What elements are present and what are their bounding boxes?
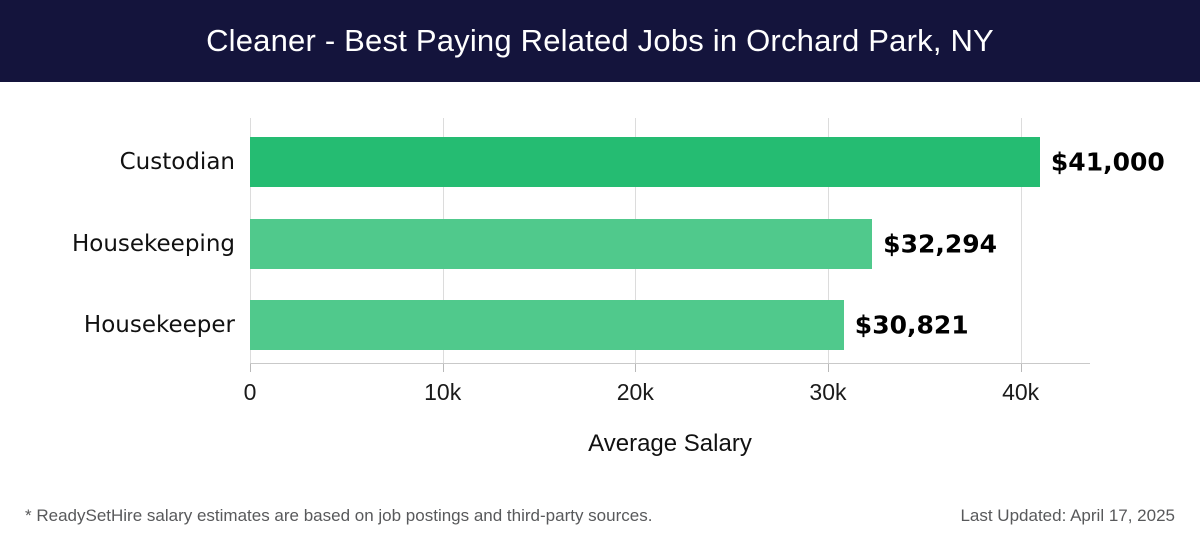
bar-housekeeper bbox=[250, 300, 844, 350]
category-label: Housekeeping bbox=[71, 230, 235, 257]
category-label: Custodian bbox=[119, 149, 235, 175]
bar-value-label: $41,000 bbox=[1050, 147, 1165, 177]
chart-title: Cleaner - Best Paying Related Jobs in Or… bbox=[206, 23, 994, 58]
x-tick-label: 10k bbox=[424, 379, 462, 405]
x-axis-title: Average Salary bbox=[588, 430, 752, 457]
bar-custodian bbox=[250, 137, 1040, 187]
bar-housekeeping bbox=[250, 218, 873, 269]
x-tick-mark bbox=[827, 364, 829, 372]
footer-last-updated: Last Updated: April 17, 2025 bbox=[960, 506, 1175, 525]
footer-disclaimer: * ReadySetHire salary estimates are base… bbox=[25, 506, 653, 525]
header-banner: Cleaner - Best Paying Related Jobs in Or… bbox=[0, 0, 1200, 82]
footer: * ReadySetHire salary estimates are base… bbox=[0, 506, 1200, 526]
x-tick-label: 20k bbox=[616, 379, 654, 405]
x-tick-label: 0 bbox=[243, 379, 257, 405]
x-tick-label: 30k bbox=[809, 379, 847, 405]
bar-value-label: $30,821 bbox=[854, 310, 969, 340]
x-tick-mark bbox=[1020, 364, 1022, 372]
x-tick-mark bbox=[250, 364, 251, 372]
category-label: Housekeeper bbox=[83, 312, 235, 338]
x-tick-mark bbox=[635, 364, 637, 372]
gridline bbox=[1020, 118, 1022, 363]
x-tick-label: 40k bbox=[1002, 379, 1040, 405]
bar-value-label: $32,294 bbox=[883, 229, 998, 258]
bar-chart: $41,000 $32,294 $30,821 Custodian Housekeep… bbox=[0, 82, 1200, 540]
plot-area: $41,000 $32,294 $30,821 bbox=[250, 118, 1165, 364]
x-tick-mark bbox=[442, 364, 444, 372]
